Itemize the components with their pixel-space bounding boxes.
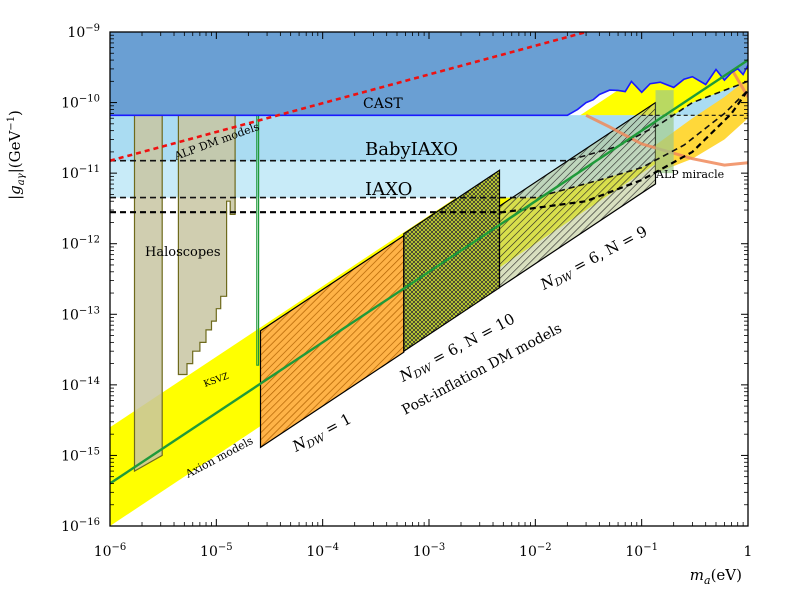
y-axis-label: |gaγ|(GeV−1) (6, 110, 27, 200)
iaxo-plus-line (110, 89, 748, 214)
ksvz-line (110, 59, 748, 485)
y-tick-label: 10−10 (61, 94, 100, 112)
x-axis-label: ma(eV) (690, 566, 742, 587)
y-tick-label: 10−16 (61, 517, 100, 535)
cast-boundary (110, 64, 748, 117)
alp-miracle-region (655, 78, 748, 174)
x-tick-label: 10−6 (94, 542, 127, 560)
x-tick-label: 10−3 (413, 542, 446, 560)
haloscope-region (177, 114, 236, 376)
x-tick-label: 1 (744, 544, 753, 560)
telescope-strip (655, 90, 674, 174)
iaxo-label: IAXO (365, 179, 412, 200)
nd6-n9-region (498, 101, 657, 289)
y-tick-label: 10−15 (61, 446, 100, 464)
y-tick-label: 10−13 (61, 305, 100, 323)
plot-area (110, 32, 748, 526)
haloscopes-label: Haloscopes (145, 245, 221, 260)
x-tick-label: 10−1 (625, 542, 658, 560)
alp-dm-line (110, 32, 587, 162)
haloscope-region (256, 115, 260, 366)
alp-miracle-label: ALP miracle (655, 168, 724, 181)
haloscope-region (133, 114, 163, 473)
iaxo-line (110, 89, 748, 199)
cast-label: CAST (363, 96, 403, 112)
babyiaxo-region (110, 81, 748, 161)
y-tick-label: 10−14 (61, 376, 100, 394)
babyiaxo-line (110, 80, 748, 162)
axis-ticks: 10−6 10−5 10−4 10−3 10−2 10−1 110−1610−1510−14… (61, 23, 752, 560)
y-tick-label: 10−11 (61, 164, 100, 182)
y-tick-label: 10−9 (67, 23, 100, 41)
nd1-region (259, 234, 405, 449)
babyiaxo-label: BabyIAXO (365, 139, 458, 160)
x-tick-label: 10−5 (200, 542, 233, 560)
cast-region (110, 32, 748, 116)
x-tick-label: 10−4 (306, 542, 339, 560)
x-tick-label: 10−2 (519, 542, 552, 560)
y-tick-label: 10−12 (61, 235, 100, 253)
